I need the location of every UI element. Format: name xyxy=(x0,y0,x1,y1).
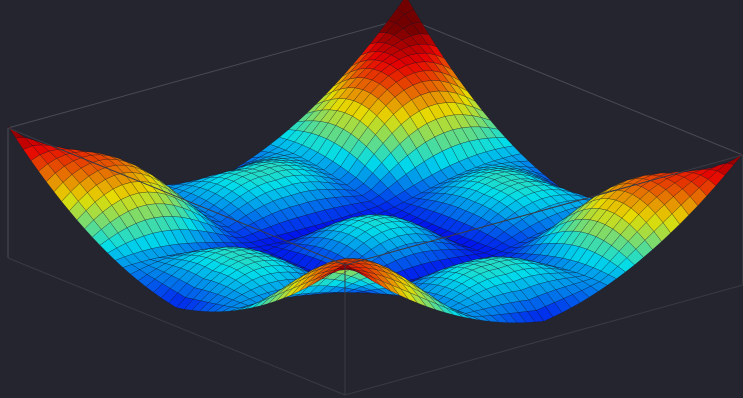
box-edge xyxy=(7,17,407,129)
surface-mesh xyxy=(7,0,743,324)
surface-patch xyxy=(336,263,355,270)
bounding-box-front xyxy=(7,127,743,396)
box-edge xyxy=(7,257,346,396)
box-edge xyxy=(344,284,743,396)
box-edge xyxy=(7,127,346,266)
box-edge xyxy=(344,154,743,266)
box-edge xyxy=(405,17,743,156)
